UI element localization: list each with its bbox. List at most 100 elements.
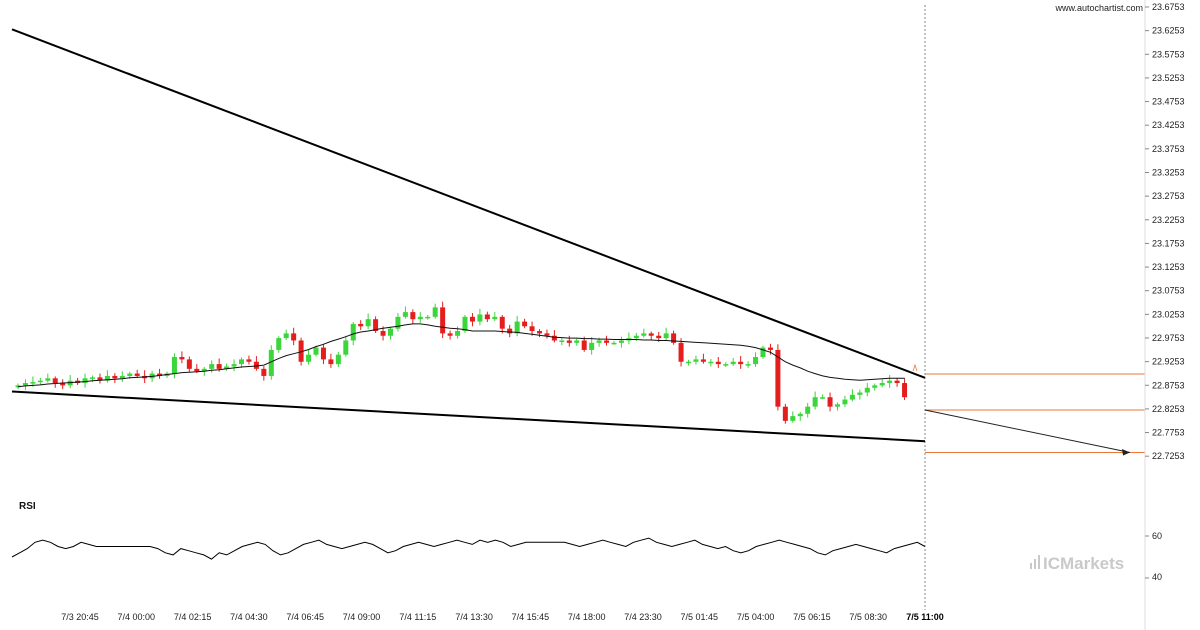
time-axis: 7/3 20:45 7/4 00:00 7/4 02:15 7/4 04:30 7/4 … <box>61 612 944 622</box>
candle-up <box>835 404 840 407</box>
candle-up <box>633 335 639 339</box>
candle-down <box>656 335 662 339</box>
price-tick-label: 23.0253 <box>1152 309 1185 319</box>
price-tick-label: 22.7253 <box>1152 451 1185 461</box>
candle-up <box>723 364 729 366</box>
time-tick-label: 7/5 01:45 <box>681 612 719 622</box>
candle-up <box>559 340 565 342</box>
watermark-site: www.autochartist.com <box>1054 3 1143 13</box>
rsi-level-40: 40 <box>1152 572 1162 582</box>
candle-up <box>306 354 312 362</box>
candle-up <box>805 406 811 414</box>
candle-down <box>484 314 490 320</box>
candle-down <box>551 335 557 341</box>
candle-down <box>715 361 721 365</box>
candle-down <box>134 373 140 376</box>
time-tick-label: 7/4 00:00 <box>118 612 156 622</box>
time-tick-label: 7/5 08:30 <box>849 612 887 622</box>
candle-down <box>581 340 587 350</box>
candle-up <box>239 359 244 365</box>
candle-down <box>544 333 550 336</box>
candle-down <box>60 383 66 386</box>
rsi-line <box>11 537 926 560</box>
candle-up <box>693 359 699 362</box>
candle-down <box>358 323 364 327</box>
time-tick-label: 7/4 04:30 <box>230 612 268 622</box>
candle-up <box>395 316 401 329</box>
candle-down <box>775 349 781 407</box>
forecast-arrow-line <box>924 409 1131 454</box>
candle-down <box>179 357 185 360</box>
time-tick-label: 7/4 02:15 <box>174 612 212 622</box>
candle-down <box>112 375 118 379</box>
candle-down <box>507 328 513 334</box>
candle-up <box>283 333 289 339</box>
price-tick-label: 23.0753 <box>1152 286 1185 296</box>
candle-up <box>425 316 431 319</box>
candle-down <box>700 359 706 362</box>
candle-down <box>440 307 446 334</box>
candle-up <box>797 413 803 417</box>
candle-up <box>611 342 617 345</box>
candle-down <box>678 342 684 362</box>
sma-line <box>17 323 905 388</box>
candle-down <box>410 312 416 320</box>
candle-up <box>104 375 110 381</box>
candle-down <box>767 347 773 350</box>
candle-down <box>253 361 259 369</box>
candle-down <box>97 377 103 381</box>
candle-down <box>522 321 528 327</box>
candle-up <box>343 340 349 355</box>
candle-up <box>350 323 356 341</box>
candle-up <box>514 321 520 334</box>
sma-line-group <box>17 323 905 388</box>
candle-down <box>827 397 833 407</box>
time-tick-label: 7/5 06:15 <box>793 612 831 622</box>
candle-up <box>335 354 341 365</box>
time-tick-label: 7/3 20:45 <box>61 612 99 622</box>
candle-down <box>373 319 379 332</box>
candle-up <box>864 387 870 393</box>
time-tick-label: 7/4 18:00 <box>568 612 606 622</box>
candle-down <box>782 406 788 421</box>
candle-up <box>857 392 863 395</box>
point-a-marker <box>912 363 918 372</box>
candle-down <box>671 333 677 343</box>
candle-up <box>313 347 319 355</box>
candle-up <box>402 312 408 317</box>
candle-up <box>171 357 177 374</box>
wedge-pattern <box>11 28 926 443</box>
candle-down <box>216 364 222 369</box>
time-tick-label: 7/4 23:30 <box>624 612 662 622</box>
price-tick-label: 23.5253 <box>1152 73 1185 83</box>
candle-up <box>641 333 647 336</box>
candle-up <box>820 397 826 399</box>
candle-down <box>738 361 744 365</box>
candle-down <box>52 378 58 384</box>
candle-up <box>209 364 215 369</box>
rsi-level-60: 60 <box>1152 531 1162 541</box>
price-tick-label: 22.7753 <box>1152 428 1185 438</box>
candle-down <box>320 347 326 360</box>
rsi-panel <box>11 535 1149 579</box>
candle-down <box>499 316 505 329</box>
candle-up <box>201 368 207 372</box>
price-tick-label: 23.2253 <box>1152 215 1185 225</box>
candle-up <box>45 378 51 381</box>
candle-up <box>887 380 893 384</box>
candle-down <box>186 359 192 369</box>
candle-up <box>37 380 43 383</box>
price-tick-label: 23.4753 <box>1152 97 1185 107</box>
candle-up <box>82 378 88 384</box>
candle-up <box>663 333 669 339</box>
candle-down <box>894 380 900 384</box>
candle-up <box>872 385 878 388</box>
rsi-label: RSI <box>19 501 36 512</box>
candle-up <box>276 338 282 350</box>
current-time-label: 7/5 11:00 <box>906 612 944 622</box>
candle-up <box>574 340 580 343</box>
candle-up <box>618 340 624 343</box>
price-tick-label: 23.1253 <box>1152 262 1185 272</box>
candle-up <box>596 340 602 343</box>
